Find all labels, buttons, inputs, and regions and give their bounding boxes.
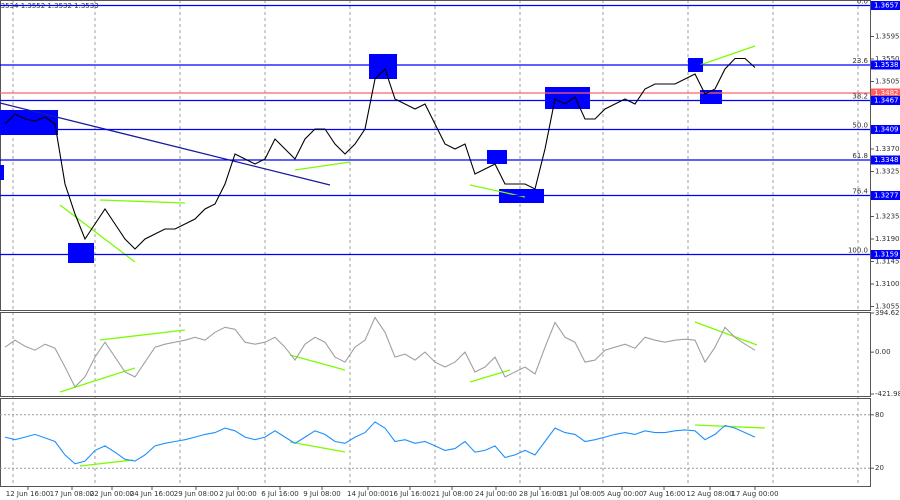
y-tick-label: 1.3055 (875, 303, 900, 311)
x-tick-label: 12 Jun 16:00 (6, 490, 50, 498)
level-label: 1.3657 (874, 2, 899, 10)
x-tick-label: 17 Jun 08:00 (50, 490, 94, 498)
series-line (4, 421, 756, 465)
x-tick-label: 31 Jul 08:00 (559, 490, 601, 498)
y-tick-label: 1.3550 (875, 55, 900, 63)
y-tick-label: 1.3370 (875, 145, 900, 153)
x-tick-label: 5 Aug 00:00 (601, 490, 644, 498)
level-tag (871, 155, 900, 165)
x-tick-label: 29 Jun 08:00 (174, 490, 218, 498)
level-label: 1.3277 (874, 192, 899, 200)
level-tag (871, 60, 900, 70)
x-tick-label: 22 Jun 00:00 (90, 490, 134, 498)
level-label: 1.3409 (874, 126, 899, 134)
y-tick-label: 1.3325 (875, 168, 900, 176)
x-tick-label: 16 Jul 16:00 (389, 490, 431, 498)
level-label: 1.3348 (874, 156, 899, 164)
x-tick-label: 28 Jul 16:00 (519, 490, 561, 498)
y-tick-label: 1.3145 (875, 258, 900, 266)
trend-line (0, 102, 331, 186)
level-tag (871, 250, 900, 259)
fib-label: 100.0 (848, 247, 868, 255)
fib-label: 61.8 (852, 152, 868, 160)
x-tick-label: 14 Jul 00:00 (347, 490, 389, 498)
fib-label: 23.6 (852, 57, 868, 65)
y-tick-label: 1.3100 (875, 280, 900, 288)
x-tick-label: 17 Aug 00:00 (731, 490, 778, 498)
level-label: 1.3482 (874, 89, 899, 97)
x-tick-label: 9 Jul 08:00 (303, 490, 341, 498)
fib-label: 50.0 (852, 122, 868, 130)
x-tick-label: 7 Aug 16:00 (643, 490, 686, 498)
y-tick-label: 0.00 (875, 348, 891, 356)
y-tick-label: 1.3595 (875, 33, 900, 41)
y-tick-label: -421.9874 (875, 390, 900, 398)
level-label: 1.3467 (874, 97, 899, 105)
panel-borders (0, 0, 871, 487)
level-tag (871, 125, 900, 134)
series-line (4, 316, 756, 388)
x-tick-label: 12 Aug 08:00 (686, 490, 733, 498)
level-tag (871, 1, 900, 10)
level-label: 1.3159 (874, 251, 899, 259)
y-tick-label: 1.3190 (875, 235, 900, 243)
y-tick-label: 1.3235 (875, 213, 900, 221)
level-label: 1.3538 (874, 61, 899, 69)
series-line (4, 57, 756, 250)
fib-label: 76.4 (852, 188, 868, 196)
y-tick-label: 20 (875, 464, 884, 472)
x-tick-label: 6 Jul 16:00 (261, 490, 299, 498)
divergence-lines (59, 45, 766, 467)
fib-label: 0.0 (857, 0, 868, 6)
level-tag (871, 96, 900, 105)
level-tag (871, 191, 900, 200)
y-tick-label: 1.3505 (875, 78, 900, 86)
level-tag (871, 88, 900, 98)
x-tick-label: 21 Jul 08:00 (431, 490, 473, 498)
fib-label: 38.2 (852, 93, 868, 101)
x-tick-label: 24 Jun 16:00 (130, 490, 174, 498)
y-tick-label: 80 (875, 411, 884, 419)
x-tick-label: 2 Jul 00:00 (219, 490, 257, 498)
y-tick-label: 394.6289 (875, 309, 900, 317)
x-tick-label: 24 Jul 00:00 (475, 490, 517, 498)
